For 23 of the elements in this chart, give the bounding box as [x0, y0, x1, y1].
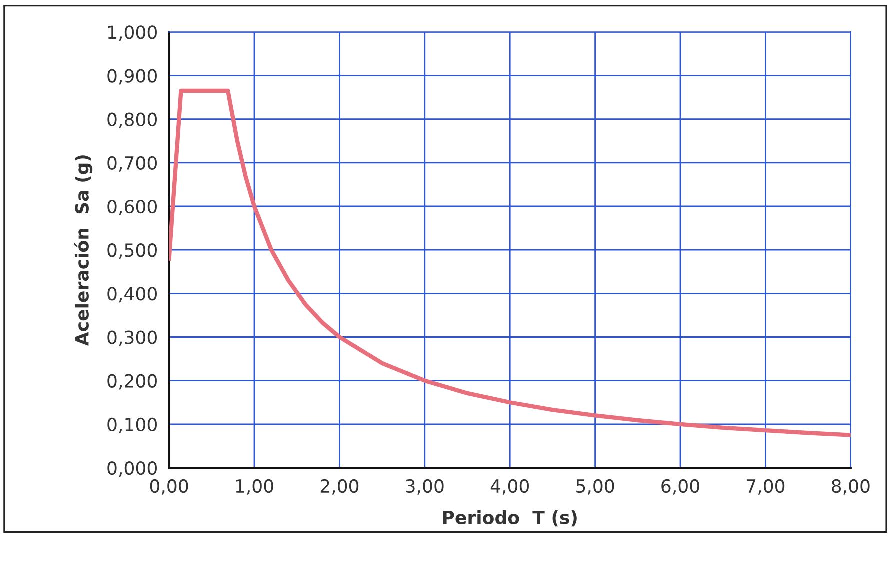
- y-tick-label: 0,700: [108, 156, 157, 172]
- y-tick-label: 0,500: [108, 244, 157, 260]
- y-tick-label: 0,100: [108, 418, 157, 434]
- x-tick-label: 2,00: [320, 479, 359, 495]
- x-tick-label: 3,00: [406, 479, 444, 495]
- x-tick-label: 1,00: [236, 479, 274, 495]
- y-tick-label: 0,600: [108, 200, 157, 216]
- x-tick-label: 8,00: [832, 479, 870, 495]
- y-axis-title: Aceleración Sa (g): [74, 156, 93, 346]
- y-tick-label: 0,900: [108, 69, 157, 85]
- y-tick-label: 0,000: [108, 461, 157, 477]
- x-tick-label: 0,00: [150, 479, 188, 495]
- x-axis-title: Periodo T (s): [443, 510, 577, 527]
- x-tick-label: 4,00: [490, 479, 529, 495]
- line-series: [169, 88, 851, 438]
- y-tick-label: 0,200: [108, 374, 157, 390]
- y-tick-label: 0,400: [108, 287, 157, 303]
- x-tick-label: 5,00: [576, 479, 614, 495]
- x-tick-label: 7,00: [747, 479, 785, 495]
- x-tick-label: 6,00: [662, 479, 700, 495]
- y-tick-label: 1,000: [108, 26, 157, 42]
- y-tick-label: 0,800: [108, 112, 157, 128]
- y-tick-label: 0,300: [108, 330, 157, 346]
